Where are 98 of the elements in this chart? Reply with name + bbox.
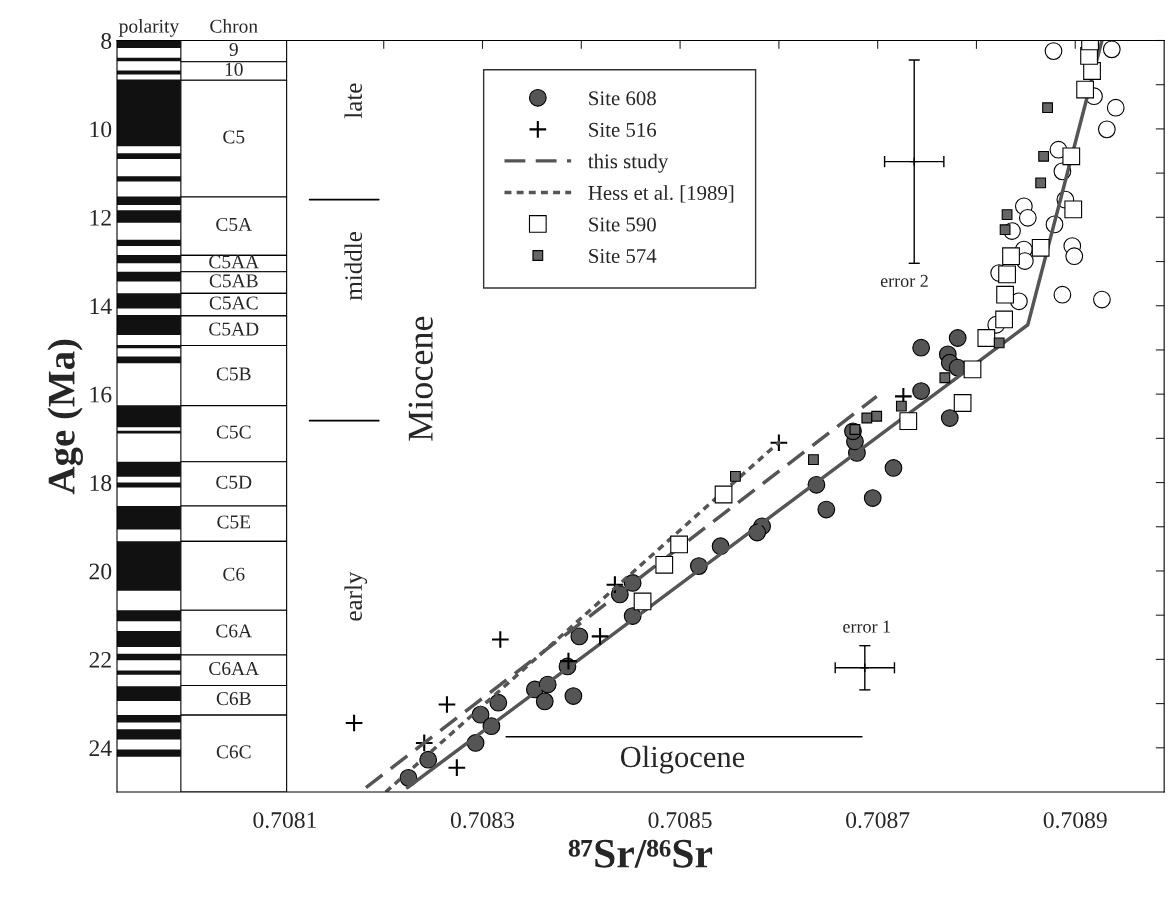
band-label: C5AA — [209, 255, 259, 269]
point — [1002, 247, 1020, 266]
y-tick-label: 24 — [89, 740, 112, 756]
point — [670, 535, 688, 554]
point — [655, 555, 674, 574]
point — [912, 382, 931, 400]
point — [437, 695, 457, 714]
point — [871, 410, 883, 422]
band-label: C5A — [216, 217, 252, 232]
y-tick-label: 14 — [90, 298, 112, 314]
point — [414, 733, 434, 753]
band-label: C6A — [216, 624, 252, 638]
point — [808, 454, 819, 465]
point — [590, 627, 610, 646]
point — [817, 500, 836, 519]
point — [953, 394, 972, 412]
x-tick-label: 0.7089 — [1043, 812, 1107, 829]
point — [995, 310, 1014, 329]
band-label: 10 — [225, 62, 243, 76]
band-label: C5E — [217, 515, 251, 529]
point — [1035, 177, 1047, 189]
x-axis-title: ⁸⁷Sr/⁸⁶Sr — [568, 839, 713, 868]
point — [940, 409, 959, 427]
annotation: early — [344, 571, 368, 621]
band-label: C6 — [223, 567, 245, 581]
point — [1062, 147, 1081, 166]
point — [939, 372, 951, 384]
point — [993, 337, 1005, 349]
point — [1042, 102, 1053, 114]
text: polarity — [119, 19, 180, 37]
point — [344, 713, 364, 733]
point — [963, 360, 982, 379]
point — [912, 338, 931, 357]
y-tick-label: 22 — [89, 651, 111, 668]
point — [605, 575, 625, 595]
legend-label: Site 516 — [589, 122, 657, 137]
x-tick-label: 0.7085 — [648, 812, 712, 829]
legend-label: Site 608 — [589, 91, 656, 106]
point — [884, 459, 903, 477]
point — [999, 224, 1011, 236]
point — [1001, 209, 1013, 221]
annotation: error 2 — [880, 274, 928, 287]
band-label: 9 — [229, 42, 238, 56]
text: Chron — [210, 19, 258, 33]
point — [1064, 200, 1083, 219]
y-axis-title: Age (Ma) — [47, 339, 83, 495]
y-tick-label: 18 — [90, 475, 112, 491]
annotation: Miocene — [408, 316, 433, 441]
annotation: middle — [344, 232, 363, 301]
annotation: late — [344, 83, 363, 119]
point — [489, 693, 508, 712]
band-label: C5AB — [209, 274, 258, 288]
y-tick-label: 8 — [101, 32, 112, 49]
band-label: C5D — [216, 475, 252, 489]
point — [1018, 208, 1037, 227]
annotation: error 1 — [843, 620, 890, 633]
point — [714, 485, 733, 504]
point — [564, 687, 583, 705]
point — [769, 433, 789, 453]
x-tick-label: 0.7087 — [846, 812, 910, 829]
y-tick-label: 10 — [90, 121, 112, 138]
point — [570, 627, 589, 646]
point — [490, 630, 510, 649]
legend-label: this study — [588, 153, 669, 173]
x-tick-label: 0.7081 — [253, 812, 316, 829]
point — [977, 329, 996, 347]
point — [535, 692, 554, 711]
band-label: C6AA — [209, 662, 259, 676]
band-label: C5B — [216, 367, 251, 381]
legend-label: Hess et al. [1989] — [588, 185, 734, 203]
x-tick-label: 0.7083 — [450, 812, 515, 829]
point — [633, 592, 652, 611]
band-label: C5C — [216, 425, 251, 439]
point — [1076, 80, 1095, 99]
point — [1065, 247, 1084, 266]
point — [895, 400, 907, 412]
point — [863, 489, 882, 507]
band-label: C6B — [216, 692, 251, 706]
band-label: C5AD — [209, 322, 259, 336]
y-tick-label: 12 — [90, 209, 111, 226]
band-label: C5AC — [209, 296, 258, 310]
point — [996, 285, 1014, 304]
band-label: C6C — [216, 745, 251, 759]
point — [899, 412, 918, 431]
legend-label: Site 590 — [589, 217, 656, 232]
y-tick-label: 20 — [89, 563, 112, 580]
legend-label: Site 574 — [589, 248, 657, 263]
y-tick-label: 16 — [90, 386, 112, 403]
point — [447, 758, 467, 778]
point — [948, 329, 967, 347]
point — [859, 662, 870, 673]
point — [729, 470, 741, 482]
point — [1038, 150, 1050, 162]
point — [559, 651, 578, 671]
band-label: C5 — [223, 130, 245, 144]
point — [1031, 238, 1050, 257]
annotation: Oligocene — [620, 745, 745, 774]
point — [998, 265, 1016, 284]
